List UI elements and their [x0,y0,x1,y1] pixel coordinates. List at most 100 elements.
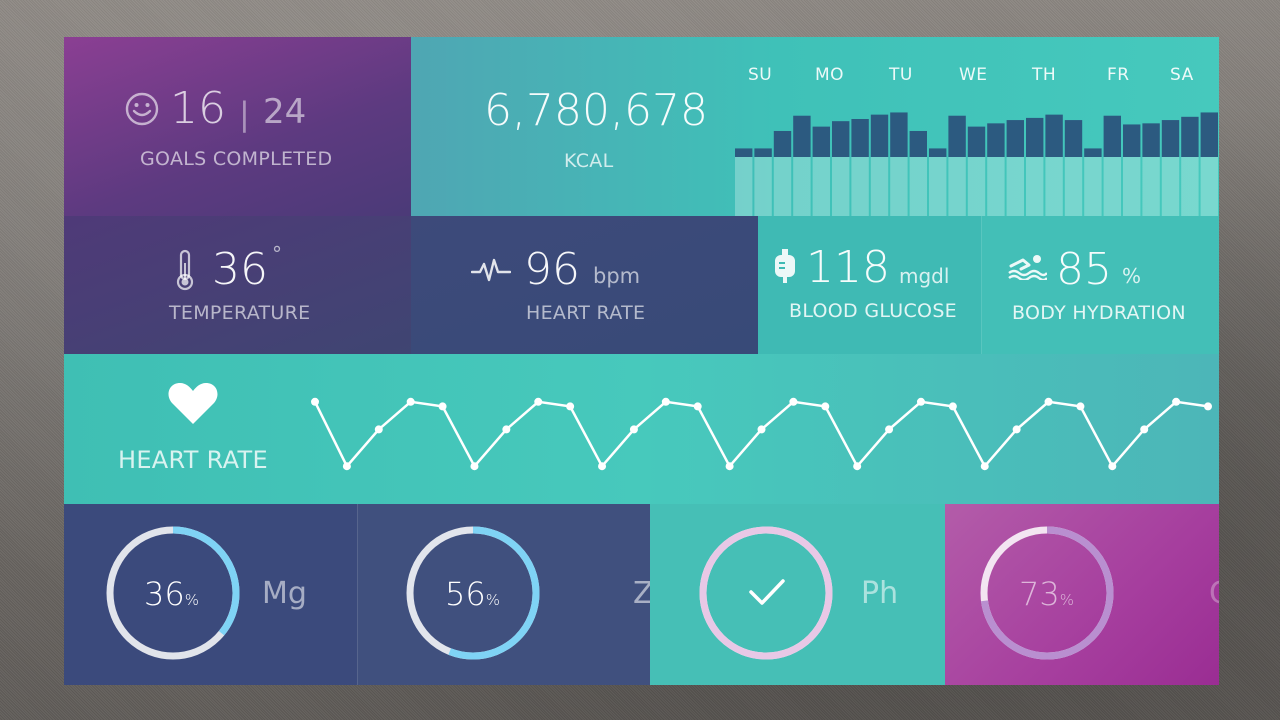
kcal-bar-base [967,157,986,216]
kcal-bar-base [1006,157,1024,216]
body-hydration-value: 85 [1056,244,1112,295]
kcal-bar [735,148,753,157]
heart-rate-point [1140,425,1149,434]
kcal-bar [754,148,772,157]
kcal-bar [851,118,869,157]
heart-rate-point [470,462,479,471]
weekday-label-th: TH [1032,65,1057,85]
heart-rate-line-chart [311,397,1212,471]
mg-percent-value: 36 [144,575,185,613]
temperature-unit: ° [272,242,282,266]
ca-percent-value: 73 [1019,575,1060,613]
mineral-tile-mg[interactable]: 36% Mg [64,504,357,685]
heart-rate-point [789,397,798,406]
kcal-bar [929,148,947,157]
heart-rate-point [1012,425,1021,434]
mineral-tile-ph[interactable]: Ph [650,504,945,685]
ca-symbol: Ca [1209,576,1219,611]
kcal-bar [870,114,889,157]
temperature-label: TEMPERATURE [169,302,311,324]
divider [357,504,358,685]
zn-ring [406,526,540,660]
temperature-tile[interactable]: 36 ° TEMPERATURE [64,216,411,354]
zn-percent: 56% [445,575,500,613]
kcal-tile[interactable]: 6,780,678 KCAL SU MO TU WE TH FR SA [411,37,1219,216]
checkmark-icon [749,579,785,605]
heart-rate-point [1172,397,1181,406]
kcal-bar [948,115,966,157]
kcal-bar-base [1084,157,1102,216]
heart-rate-point [821,402,830,411]
kcal-bar [909,130,927,157]
heart-rate-point [885,425,894,434]
goals-completed-value: 16 [170,83,226,134]
kcal-bar-base [929,157,947,216]
body-hydration-unit: % [1122,264,1142,288]
ph-symbol: Ph [861,576,899,611]
blood-glucose-value: 118 [806,242,890,293]
heart-rate-point [374,425,383,434]
kcal-bar [890,112,908,157]
mineral-tile-ca[interactable]: 73% Ca [945,504,1219,685]
kcal-bar [832,121,850,157]
kcal-bar [967,126,986,157]
kcal-bar-base [735,157,753,216]
kcal-bar-base [909,157,927,216]
kcal-bar-base [1181,157,1199,216]
kcal-bar [1103,115,1121,157]
heart-rate-chart-label: HEART RATE [118,446,268,474]
ca-percent: 73% [1019,575,1074,613]
ring-progress [980,526,1114,660]
ring-progress [106,526,240,660]
kcal-bar-chart [735,112,1218,216]
blood-glucose-unit: mgdl [899,264,950,288]
heart-rate-point [438,402,447,411]
kcal-bar-base [870,157,889,216]
kcal-bar-base [948,157,966,216]
kcal-bar-base [1045,157,1063,216]
zn-percent-sign: % [485,591,500,609]
zn-percent-value: 56 [445,575,486,613]
kcal-bar [1045,114,1063,157]
heart-rate-point [853,462,862,471]
fitness-dashboard: 16 | 24 GOALS COMPLETED 6,780,678 KCAL S… [64,37,1219,685]
kcal-bar-base [754,157,772,216]
heart-rate-point [629,425,638,434]
goals-tile[interactable]: 16 | 24 GOALS COMPLETED [64,37,411,216]
pulse-icon [471,258,511,282]
kcal-label: KCAL [564,150,614,172]
weekday-label-tu: TU [889,65,913,85]
kcal-bar [1026,117,1044,157]
weekday-label-sa: SA [1170,65,1194,85]
heart-rate-point [1044,397,1053,406]
ring-progress [406,526,540,660]
temperature-value: 36 [212,244,268,295]
heart-rate-point [1076,402,1085,411]
body-hydration-tile[interactable]: 85 % BODY HYDRATION [981,216,1219,354]
heart-rate-point [342,462,351,471]
weekday-label-fr: FR [1107,65,1130,85]
heart-rate-point [566,402,575,411]
kcal-bar-base [1142,157,1160,216]
ca-percent-sign: % [1059,591,1074,609]
heart-rate-point [980,462,989,471]
kcal-value: 6,780,678 [484,85,708,136]
heart-rate-point [693,402,702,411]
kcal-bar-base [1026,157,1044,216]
heart-rate-tile[interactable]: 96 bpm HEART RATE [411,216,758,354]
swimmer-icon [1008,255,1047,280]
heart-rate-chart-tile[interactable]: HEART RATE [64,354,1219,504]
mineral-tile-zn[interactable]: 56% Zn [357,504,673,685]
kcal-bar-base [812,157,830,216]
ring-progress [699,526,833,660]
kcal-bar-base [851,157,869,216]
blood-glucose-tile[interactable]: 118 mgdl BLOOD GLUCOSE [758,216,981,354]
heart-rate-label: HEART RATE [526,302,646,324]
divider [981,216,982,354]
mg-symbol: Mg [262,576,307,611]
heart-rate-point [406,397,415,406]
kcal-bar [1084,148,1102,157]
ca-ring [980,526,1114,660]
goals-separator: | [239,95,250,133]
ph-ring [699,526,833,660]
